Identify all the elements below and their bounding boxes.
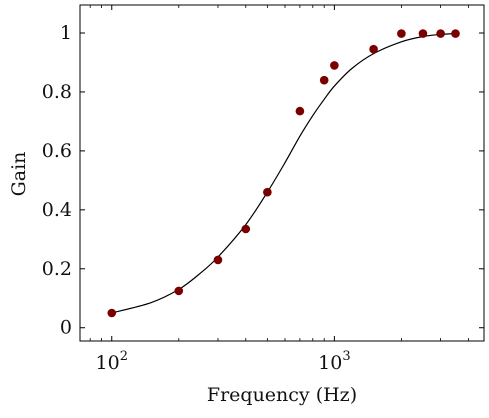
data-point (107, 308, 117, 318)
data-point (319, 75, 329, 85)
data-point (397, 29, 406, 38)
data-point (451, 29, 460, 38)
ticks (80, 5, 484, 341)
plot-area (79, 4, 485, 342)
x-tick-label: 102 (96, 349, 128, 374)
x-tick-label-exponent: 2 (120, 349, 128, 364)
data-point (330, 61, 339, 70)
x-tick-label-base: 10 (318, 352, 342, 374)
x-tick-label-exponent: 3 (342, 349, 350, 364)
x-axis-title: Frequency (Hz) (207, 384, 357, 406)
y-tick-label: 1 (60, 22, 72, 44)
x-tick-label-base: 10 (96, 352, 120, 374)
y-tick-label: 0.4 (42, 199, 72, 221)
y-axis-title: Gain (8, 152, 30, 197)
y-tick-label: 0.6 (42, 140, 72, 162)
data-points (107, 29, 460, 318)
data-point (369, 44, 378, 54)
data-point (213, 255, 223, 265)
y-tick-label: 0 (60, 317, 72, 339)
x-tick-label: 103 (318, 349, 350, 374)
data-point (174, 286, 184, 296)
data-point (418, 29, 428, 38)
data-point (436, 29, 445, 38)
data-point (241, 224, 251, 234)
data-point (295, 106, 305, 116)
y-tick-label: 0.8 (42, 81, 72, 103)
fit-curve (111, 32, 456, 314)
y-tick-label: 0.2 (42, 258, 72, 280)
data-point (263, 187, 272, 197)
